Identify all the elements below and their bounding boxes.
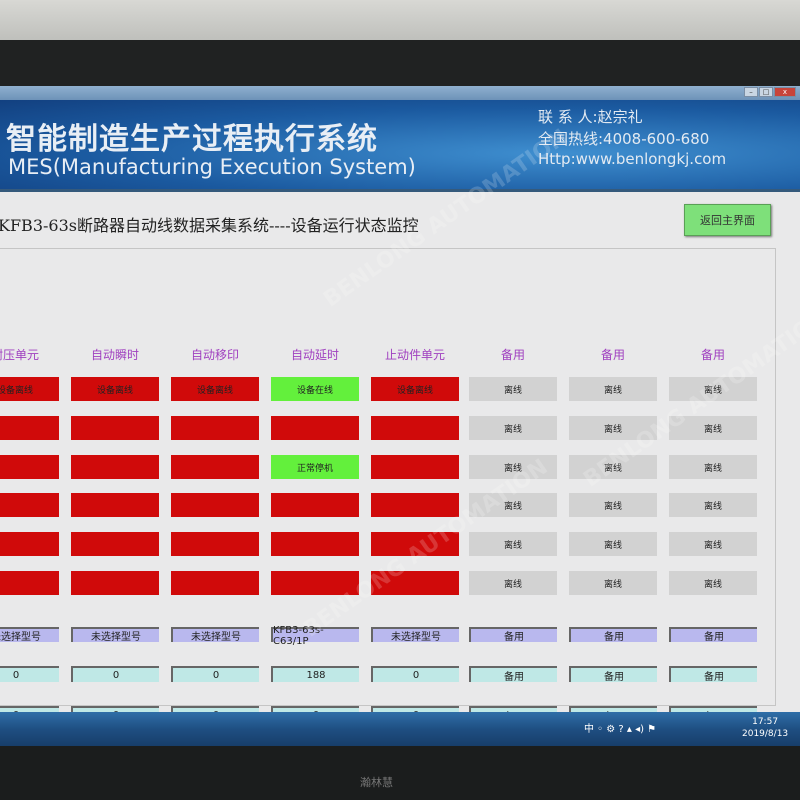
status-indicator	[371, 493, 459, 517]
back-to-main-button[interactable]: 返回主界面	[684, 204, 771, 236]
status-indicator: 离线	[669, 455, 757, 479]
status-indicator: 离线	[669, 416, 757, 440]
model-field: 备用	[469, 627, 557, 643]
column-header: 自动瞬时	[90, 348, 139, 362]
count-field: 0	[371, 666, 459, 682]
model-field: 未选择型号	[71, 627, 159, 643]
column-header: 自动延时	[290, 348, 339, 362]
minimize-button[interactable]: –	[744, 87, 758, 97]
column-header: 备用	[600, 348, 625, 362]
status-indicator	[0, 493, 59, 517]
background-wall	[0, 0, 800, 40]
maximize-button[interactable]: □	[759, 87, 773, 97]
close-button[interactable]: x	[774, 87, 796, 97]
window-titlebar: – □ x	[0, 86, 800, 100]
count-field: 备用	[469, 666, 557, 683]
status-indicator: 设备离线	[371, 377, 459, 401]
model-field: 未选择型号	[0, 627, 59, 643]
monitor-brand-logo: 瀚林慧	[360, 776, 393, 789]
column-header: 备用	[700, 348, 725, 362]
status-indicator	[171, 493, 259, 517]
status-indicator: 离线	[469, 455, 557, 479]
count-field: 0	[171, 666, 259, 682]
taskbar: 中 ◦ ⚙ ? ▴ ◂) ⚑ 17:57 2019/8/13	[0, 712, 800, 746]
status-indicator: 离线	[469, 532, 557, 556]
status-indicator: 离线	[569, 416, 657, 440]
status-indicator	[0, 455, 59, 479]
banner-title-en: MES(Manufacturing Execution System)	[8, 155, 416, 179]
status-indicator	[171, 416, 259, 440]
clock[interactable]: 17:57 2019/8/13	[742, 716, 788, 740]
column-header: 耐压单元	[0, 348, 39, 362]
count-field: 备用	[669, 666, 757, 683]
status-indicator	[71, 493, 159, 517]
system-tray[interactable]: 中 ◦ ⚙ ? ▴ ◂) ⚑	[584, 724, 657, 735]
page-subtitle: KFB3-63s断路器自动线数据采集系统----设备运行状态监控	[0, 216, 419, 235]
count-field: 备用	[569, 666, 657, 683]
content-area: KFB3-63s断路器自动线数据采集系统----设备运行状态监控 返回主界面 耐…	[0, 192, 800, 746]
model-field: 备用	[569, 627, 657, 643]
status-indicator	[0, 532, 59, 556]
column-header: 备用	[500, 348, 525, 362]
count-field: 188	[271, 666, 359, 682]
monitor-panel	[0, 248, 776, 706]
monitor-bezel	[0, 40, 800, 88]
status-indicator	[271, 493, 359, 517]
banner-title-cn: 智能制造生产过程执行系统	[6, 122, 378, 157]
status-indicator: 离线	[569, 455, 657, 479]
clock-date: 2019/8/13	[742, 729, 789, 739]
status-indicator	[271, 532, 359, 556]
status-indicator: 离线	[569, 532, 657, 556]
status-indicator	[71, 416, 159, 440]
screen: – □ x 智能制造生产过程执行系统 MES(Manufacturing Exe…	[0, 86, 800, 746]
status-indicator: 设备离线	[171, 377, 259, 401]
status-indicator	[71, 571, 159, 595]
status-indicator: 离线	[469, 416, 557, 440]
status-indicator: 离线	[669, 532, 757, 556]
status-indicator: 设备离线	[71, 377, 159, 401]
status-indicator	[0, 571, 59, 595]
status-indicator: 离线	[569, 493, 657, 517]
status-indicator: 设备在线	[271, 377, 359, 401]
status-indicator	[71, 455, 159, 479]
status-indicator: 正常停机	[271, 455, 359, 479]
count-field: 0	[0, 666, 59, 682]
monitor-bezel-bottom: 瀚林慧	[0, 746, 800, 800]
status-indicator: 离线	[669, 571, 757, 595]
status-indicator	[371, 571, 459, 595]
status-indicator	[171, 532, 259, 556]
hotline: 全国热线:4008-600-680	[538, 130, 710, 148]
status-indicator: 离线	[469, 571, 557, 595]
status-indicator	[71, 532, 159, 556]
contact-person: 联 系 人:赵宗礼	[538, 108, 643, 126]
status-indicator	[271, 571, 359, 595]
status-indicator	[371, 455, 459, 479]
status-indicator	[371, 416, 459, 440]
status-indicator	[371, 532, 459, 556]
status-indicator: 离线	[469, 493, 557, 517]
model-field: KFB3-63s-C63/1P	[271, 625, 359, 647]
status-indicator	[171, 455, 259, 479]
banner: 智能制造生产过程执行系统 MES(Manufacturing Execution…	[0, 100, 800, 192]
count-field: 0	[71, 666, 159, 682]
model-field: 未选择型号	[371, 627, 459, 643]
status-indicator	[0, 416, 59, 440]
website: Http:www.benlongkj.com	[538, 150, 727, 168]
status-indicator: 离线	[569, 571, 657, 595]
column-header: 止动件单元	[384, 348, 445, 362]
model-field: 未选择型号	[171, 627, 259, 643]
status-indicator	[171, 571, 259, 595]
clock-time: 17:57	[752, 717, 779, 727]
status-indicator: 离线	[669, 493, 757, 517]
column-header: 自动移印	[190, 348, 239, 362]
model-field: 备用	[669, 627, 757, 643]
status-indicator: 离线	[669, 377, 757, 401]
status-indicator: 离线	[569, 377, 657, 401]
status-indicator	[271, 416, 359, 440]
status-indicator: 设备离线	[0, 377, 59, 401]
status-indicator: 离线	[469, 377, 557, 401]
